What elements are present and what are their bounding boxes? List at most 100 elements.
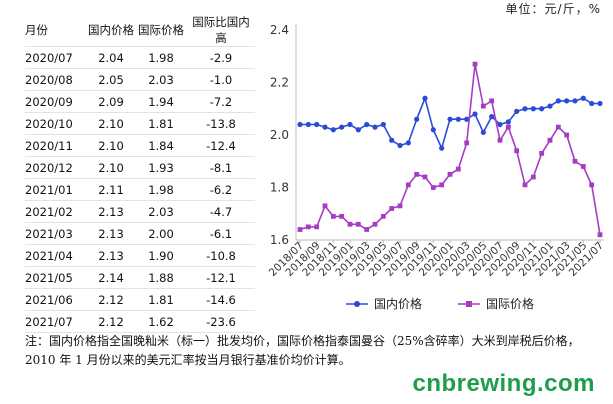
table-cell: -13.8 bbox=[187, 112, 255, 135]
data-point-domestic bbox=[547, 103, 553, 109]
table-cell: 2.13 bbox=[87, 244, 135, 267]
table-cell: 2021/02 bbox=[25, 200, 87, 223]
data-point-international bbox=[522, 182, 528, 188]
data-point-international bbox=[447, 171, 453, 177]
table-cell: 1.81 bbox=[135, 112, 187, 135]
data-point-international bbox=[589, 182, 595, 188]
data-point-international bbox=[480, 103, 486, 109]
y-tick-label: 1.8 bbox=[270, 181, 289, 195]
data-point-domestic bbox=[580, 95, 586, 101]
data-point-domestic bbox=[505, 119, 511, 125]
data-point-domestic bbox=[522, 106, 528, 112]
data-point-domestic bbox=[330, 127, 336, 133]
table-cell: 2020/07 bbox=[25, 46, 87, 69]
table-row: 2020/08 2.05 2.03 -1.0 bbox=[25, 68, 255, 91]
data-point-domestic bbox=[555, 98, 561, 104]
table-body: 2020/07 2.04 1.98 -2.9 2020/08 2.05 2.03 -1.0 20… bbox=[25, 46, 255, 333]
data-point-domestic bbox=[355, 127, 361, 133]
price-table-panel: 月份 国内价格 国际价格 国际比国内高 2020/07 2.04 1.98 -2.9 2020… bbox=[25, 14, 255, 333]
table-cell: 2.13 bbox=[87, 222, 135, 245]
data-point-domestic bbox=[472, 111, 478, 117]
y-tick-label: 2.4 bbox=[270, 23, 289, 37]
table-row: 2021/01 2.11 1.98 -6.2 bbox=[25, 178, 255, 201]
data-point-international bbox=[530, 174, 536, 180]
legend-marker-international bbox=[466, 301, 472, 307]
table-row: 2021/02 2.13 2.03 -4.7 bbox=[25, 200, 255, 223]
data-point-domestic bbox=[380, 121, 386, 128]
table-cell: 2021/03 bbox=[25, 222, 87, 245]
legend-marker-domestic bbox=[354, 301, 360, 307]
data-point-international bbox=[305, 224, 311, 230]
data-point-international bbox=[455, 166, 461, 172]
table-cell: 2.10 bbox=[87, 112, 135, 135]
data-point-international bbox=[397, 203, 403, 209]
table-cell: 2.03 bbox=[135, 68, 187, 91]
data-point-domestic bbox=[347, 121, 353, 128]
data-point-domestic bbox=[489, 114, 495, 120]
table-row: 2021/04 2.13 1.90 -10.8 bbox=[25, 244, 255, 267]
table-cell: 2020/12 bbox=[25, 156, 87, 179]
table-cell: 2.10 bbox=[87, 134, 135, 157]
table-row: 2020/12 2.10 1.93 -8.1 bbox=[25, 156, 255, 179]
table-cell: 2.13 bbox=[87, 200, 135, 223]
table-cell: 2021/07 bbox=[25, 310, 87, 333]
table-cell: 1.98 bbox=[135, 178, 187, 201]
data-point-domestic bbox=[305, 121, 311, 128]
table-cell: 2020/10 bbox=[25, 112, 87, 135]
table-header-cell: 国内价格 bbox=[87, 14, 135, 47]
footnote: 注：国内价格指全国晚籼米（标一）批发均价，国际价格指泰国曼谷（25%含碎率）大米… bbox=[25, 334, 580, 367]
table-cell: 2020/11 bbox=[25, 134, 87, 157]
data-point-domestic bbox=[564, 98, 570, 104]
table-cell: -14.6 bbox=[187, 288, 255, 311]
data-point-international bbox=[547, 137, 553, 143]
table-cell: 1.62 bbox=[135, 310, 187, 333]
table-row: 2020/09 2.09 1.94 -7.2 bbox=[25, 90, 255, 113]
data-point-international bbox=[414, 171, 420, 177]
table-header-cell: 月份 bbox=[25, 14, 87, 47]
data-point-domestic bbox=[589, 100, 595, 107]
data-point-domestic bbox=[530, 106, 536, 112]
table-cell: 1.81 bbox=[135, 288, 187, 311]
table-cell: 2.00 bbox=[135, 222, 187, 245]
table-cell: 2021/04 bbox=[25, 244, 87, 267]
table-cell: -6.1 bbox=[187, 222, 255, 245]
data-point-international bbox=[555, 124, 561, 130]
table-cell: 1.84 bbox=[135, 134, 187, 157]
table-cell: 1.88 bbox=[135, 266, 187, 289]
data-point-international bbox=[597, 232, 603, 238]
table-row: 2021/07 2.12 1.62 -23.6 bbox=[25, 310, 255, 333]
data-point-international bbox=[489, 98, 495, 104]
table-cell: -10.8 bbox=[187, 244, 255, 267]
data-point-international bbox=[539, 150, 545, 156]
data-point-international bbox=[297, 227, 303, 232]
data-point-international bbox=[364, 227, 370, 232]
table-cell: 2.11 bbox=[87, 178, 135, 201]
data-point-international bbox=[330, 213, 336, 219]
data-point-domestic bbox=[397, 142, 403, 149]
data-point-international bbox=[580, 164, 586, 169]
table-row: 2021/03 2.13 2.00 -6.1 bbox=[25, 222, 255, 245]
data-point-international bbox=[439, 182, 445, 188]
table-cell: 2021/01 bbox=[25, 178, 87, 201]
data-point-international bbox=[464, 140, 470, 146]
table-row: 2020/11 2.10 1.84 -12.4 bbox=[25, 134, 255, 157]
table-cell: 1.94 bbox=[135, 90, 187, 113]
data-point-domestic bbox=[439, 145, 445, 151]
table-cell: 2.03 bbox=[135, 200, 187, 223]
data-point-international bbox=[372, 221, 378, 227]
data-point-domestic bbox=[364, 121, 370, 128]
data-point-domestic bbox=[480, 129, 486, 135]
table-cell: 2.12 bbox=[87, 310, 135, 333]
table-header-cell: 国际价格 bbox=[135, 14, 187, 47]
table-header-row: 月份 国内价格 国际价格 国际比国内高 bbox=[25, 14, 255, 47]
data-point-domestic bbox=[422, 95, 428, 101]
table-row: 2020/10 2.10 1.81 -13.8 bbox=[25, 112, 255, 135]
table-cell: 2.05 bbox=[87, 68, 135, 91]
data-point-international bbox=[505, 124, 511, 130]
data-point-international bbox=[314, 224, 320, 230]
data-point-domestic bbox=[322, 124, 328, 130]
table-cell: 2.10 bbox=[87, 156, 135, 179]
series-line-international bbox=[299, 63, 601, 235]
unit-label: 单位：元/斤，% bbox=[505, 2, 601, 16]
data-point-domestic bbox=[597, 100, 603, 107]
